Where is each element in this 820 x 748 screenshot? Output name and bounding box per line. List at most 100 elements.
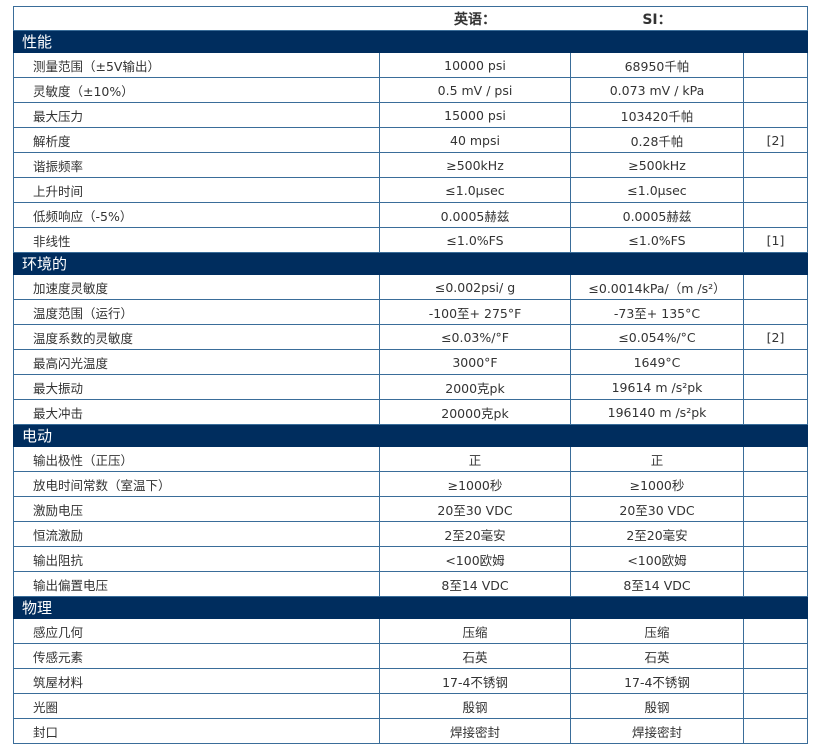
note	[743, 102, 808, 128]
si-value: ≥500kHz	[570, 152, 744, 178]
spec-label: 测量范围（±5V输出）	[13, 52, 380, 78]
english-value: 压缩	[379, 618, 571, 644]
section-header: 电动	[13, 424, 808, 447]
note: [1]	[743, 227, 808, 253]
table-row: 低频响应（-5%） 0.0005赫兹 0.0005赫兹	[13, 202, 808, 228]
table-row: 温度系数的灵敏度 ≤0.03%/°F ≤0.054%/°C [2]	[13, 324, 808, 350]
spec-label: 激励电压	[13, 496, 380, 522]
si-value: 8至14 VDC	[570, 571, 744, 597]
spec-label: 低频响应（-5%）	[13, 202, 380, 228]
english-value: 17-4不锈钢	[379, 668, 571, 694]
spec-label: 灵敏度（±10%）	[13, 77, 380, 103]
english-value: 3000°F	[379, 349, 571, 375]
si-value: ≤0.054%/°C	[570, 324, 744, 350]
note	[743, 668, 808, 694]
note	[743, 349, 808, 375]
si-value: ≤1.0μsec	[570, 177, 744, 203]
section-title: 性能	[13, 30, 808, 53]
english-value: 40 mpsi	[379, 127, 571, 153]
note	[743, 77, 808, 103]
note	[743, 202, 808, 228]
table-row: 解析度 40 mpsi 0.28千帕 [2]	[13, 127, 808, 153]
english-value: 0.0005赫兹	[379, 202, 571, 228]
table-row: 温度范围（运行） -100至+ 275°F -73至+ 135°C	[13, 299, 808, 325]
si-value: 压缩	[570, 618, 744, 644]
table-row: 最大压力 15000 psi 103420千帕	[13, 102, 808, 128]
note	[743, 299, 808, 325]
note	[743, 496, 808, 522]
table-row: 加速度灵敏度 ≤0.002psi/ g ≤0.0014kPa/（m /s²）	[13, 274, 808, 300]
note	[743, 618, 808, 644]
spec-label: 非线性	[13, 227, 380, 253]
table-row: 测量范围（±5V输出） 10000 psi 68950千帕	[13, 52, 808, 78]
table-row: 非线性 ≤1.0%FS ≤1.0%FS [1]	[13, 227, 808, 253]
spec-label: 最大振动	[13, 374, 380, 400]
header-si: SI：	[570, 6, 744, 31]
spec-label: 筑屋材料	[13, 668, 380, 694]
english-value: <100欧姆	[379, 546, 571, 572]
table-row: 输出极性（正压）正正	[13, 446, 808, 472]
spec-label: 最大压力	[13, 102, 380, 128]
english-value: 20000克pk	[379, 399, 571, 425]
spec-label: 解析度	[13, 127, 380, 153]
table-row: 恒流激励 2至20毫安 2至20毫安	[13, 521, 808, 547]
si-value: 1649°C	[570, 349, 744, 375]
spec-label: 放电时间常数（室温下）	[13, 471, 380, 497]
table-row: 激励电压 20至30 VDC 20至30 VDC	[13, 496, 808, 522]
table-row: 上升时间 ≤1.0μsec ≤1.0μsec	[13, 177, 808, 203]
spec-label: 温度系数的灵敏度	[13, 324, 380, 350]
spec-label: 上升时间	[13, 177, 380, 203]
note	[743, 399, 808, 425]
note	[743, 718, 808, 744]
spec-label: 输出极性（正压）	[13, 446, 380, 472]
note	[743, 521, 808, 547]
si-value: <100欧姆	[570, 546, 744, 572]
spec-label: 最大冲击	[13, 399, 380, 425]
column-header-row: 英语： SI：	[13, 6, 808, 31]
si-value: -73至+ 135°C	[570, 299, 744, 325]
section-header: 环境的	[13, 252, 808, 275]
si-value: 2至20毫安	[570, 521, 744, 547]
si-value: 0.073 mV / kPa	[570, 77, 744, 103]
table-row: 筑屋材料 17-4不锈钢 17-4不锈钢	[13, 668, 808, 694]
table-row: 放电时间常数（室温下） ≥1000秒 ≥1000秒	[13, 471, 808, 497]
note	[743, 177, 808, 203]
si-value: 正	[570, 446, 744, 472]
spec-label: 温度范围（运行）	[13, 299, 380, 325]
english-value: 石英	[379, 643, 571, 669]
si-value: 0.28千帕	[570, 127, 744, 153]
si-value: 石英	[570, 643, 744, 669]
spec-label: 封口	[13, 718, 380, 744]
table-row: 最大振动 2000克pk 19614 m /s²pk	[13, 374, 808, 400]
spec-label: 最高闪光温度	[13, 349, 380, 375]
section-title: 物理	[13, 596, 808, 619]
si-value: ≤0.0014kPa/（m /s²）	[570, 274, 744, 300]
spec-label: 加速度灵敏度	[13, 274, 380, 300]
si-value: 19614 m /s²pk	[570, 374, 744, 400]
note: [2]	[743, 324, 808, 350]
english-value: ≥500kHz	[379, 152, 571, 178]
english-value: 20至30 VDC	[379, 496, 571, 522]
section-title: 电动	[13, 424, 808, 447]
table-row: 谐振频率 ≥500kHz ≥500kHz	[13, 152, 808, 178]
table-row: 输出阻抗 <100欧姆 <100欧姆	[13, 546, 808, 572]
english-value: 殷钢	[379, 693, 571, 719]
spec-label: 输出阻抗	[13, 546, 380, 572]
note	[743, 471, 808, 497]
si-value: ≤1.0%FS	[570, 227, 744, 253]
spec-label: 光圈	[13, 693, 380, 719]
spec-label: 传感元素	[13, 643, 380, 669]
note	[743, 571, 808, 597]
table-row: 传感元素 石英 石英	[13, 643, 808, 669]
note	[743, 446, 808, 472]
si-value: 68950千帕	[570, 52, 744, 78]
english-value: ≤1.0%FS	[379, 227, 571, 253]
table-row: 灵敏度（±10%） 0.5 mV / psi 0.073 mV / kPa	[13, 77, 808, 103]
note	[743, 152, 808, 178]
english-value: -100至+ 275°F	[379, 299, 571, 325]
table-row: 最高闪光温度 3000°F 1649°C	[13, 349, 808, 375]
spec-label: 感应几何	[13, 618, 380, 644]
note: [2]	[743, 127, 808, 153]
section-header: 物理	[13, 596, 808, 619]
spec-table: 英语： SI： 性能 测量范围（±5V输出） 10000 psi 68950千帕 灵敏度…	[13, 6, 808, 744]
